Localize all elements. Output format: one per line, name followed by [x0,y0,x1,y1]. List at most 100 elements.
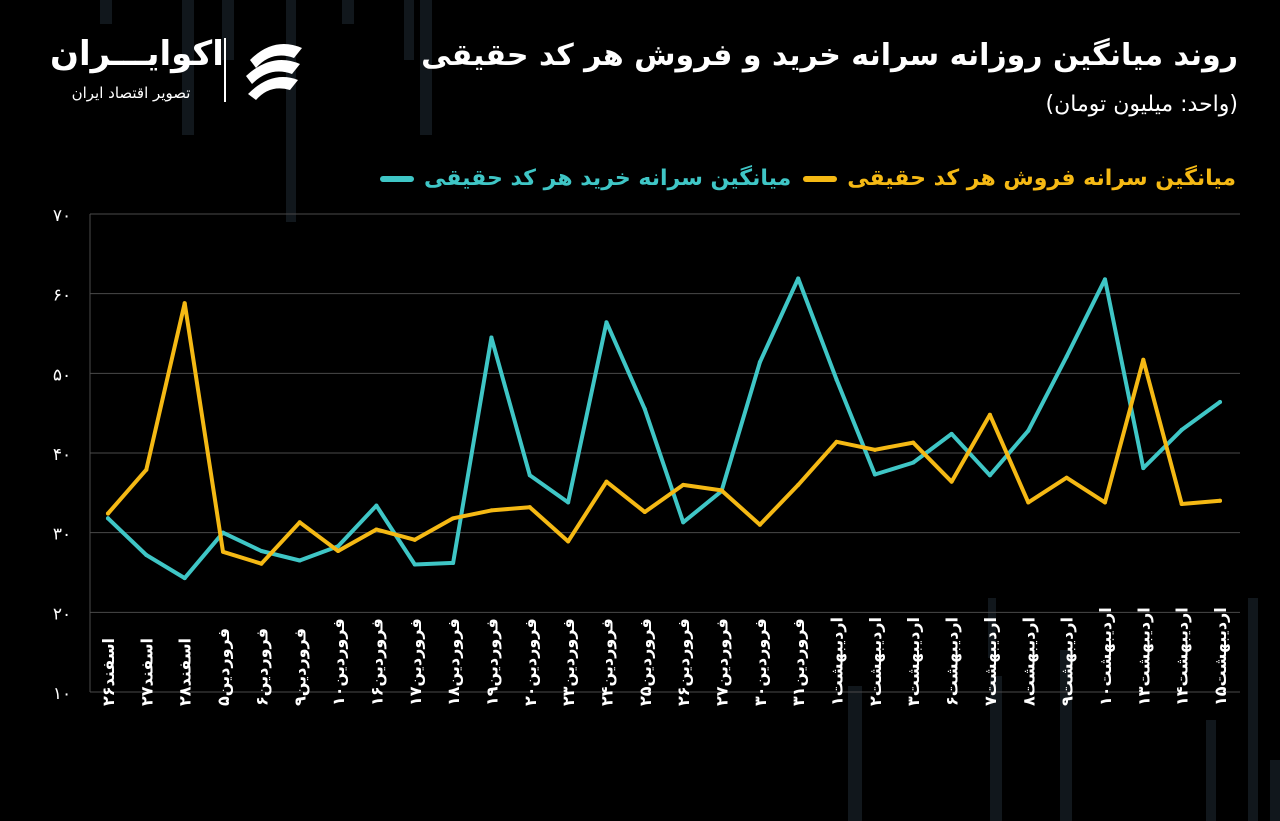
chart-subtitle: (واحد: میلیون تومان) [1045,92,1238,117]
decorative-bar [988,598,996,658]
data-point-sell [374,527,379,532]
x-tick-label: فروردین۵ [214,628,233,706]
decorative-bar [420,0,432,135]
x-tick-label: فروردین۱۸ [444,618,463,706]
chart-legend: میانگین سرانه خرید هر کد حقیقی میانگین س… [380,166,1236,191]
data-point-sell [566,539,571,544]
data-point-buy [642,407,647,412]
data-point-sell [451,516,456,521]
data-point-sell [872,447,877,452]
legend-swatch-buy [380,175,415,182]
data-point-sell [412,537,417,542]
x-tick-label: فروردین۲۵ [636,618,655,706]
x-tick-label: اردیبهشت۱۵ [1211,607,1230,706]
data-point-buy [489,335,494,340]
x-tick-label: فروردین۳۱ [789,618,808,706]
data-point-buy [1218,400,1222,405]
data-point-sell [259,561,264,566]
data-point-buy [872,472,877,477]
legend-item-sell: میانگین سرانه فروش هر کد حقیقی [803,166,1236,191]
x-tick-label: فروردین۳۰ [751,618,770,706]
x-tick-label: اردیبهشت۱۳ [1134,607,1153,706]
data-point-buy [527,473,532,478]
data-point-sell [987,412,992,417]
data-point-buy [911,460,916,465]
data-point-buy [949,431,954,436]
data-point-sell [949,479,954,484]
data-point-sell [297,520,302,525]
logo-divider [224,38,226,102]
data-point-sell [106,511,110,516]
y-tick-label: ۱۰ [53,684,71,704]
data-point-buy [1026,428,1031,433]
decorative-bar [990,676,1002,821]
data-point-buy [1141,466,1146,471]
data-point-sell [1218,498,1222,503]
data-point-buy [1064,354,1069,359]
data-point-buy [412,562,417,567]
data-point-buy [604,320,609,325]
x-tick-label: فروردین۱۷ [406,618,425,706]
logo: اکوایـــران تصویر اقتصاد ایران [50,30,310,110]
legend-item-buy: میانگین سرانه خرید هر کد حقیقی [380,166,791,191]
data-point-buy [796,276,801,281]
data-point-sell [221,549,226,554]
x-tick-label: فروردین۱۶ [367,618,386,706]
x-tick-label: فروردین۲۴ [597,618,616,706]
y-tick-label: ۳۰ [53,525,71,545]
data-point-sell [642,509,647,514]
data-point-sell [336,548,341,553]
x-tick-label: اسفند۲۸ [176,638,195,706]
x-tick-label: اسفند۲۶ [99,638,118,706]
decorative-bar [286,0,296,222]
decorative-bar [1206,720,1216,821]
y-tick-label: ۲۰ [53,604,71,624]
decorative-bar [1270,760,1280,821]
x-tick-label: فروردین۱۰ [329,618,348,706]
data-point-buy [106,516,110,521]
data-point-buy [297,558,302,563]
y-tick-label: ۷۰ [53,206,71,226]
data-point-sell [182,301,187,306]
data-point-buy [1102,277,1107,282]
data-point-sell [1026,500,1031,505]
logo-name: اکوایـــران [50,34,224,74]
x-tick-label: اسفند۲۷ [137,638,156,706]
legend-label-buy: میانگین سرانه خرید هر کد حقیقی [424,166,792,191]
x-tick-label: فروردین۲۶ [674,618,693,706]
y-tick-label: ۵۰ [53,365,71,385]
data-point-buy [259,548,264,553]
data-point-sell [1102,500,1107,505]
data-point-sell [796,482,801,487]
data-point-sell [144,467,149,472]
x-tick-label: اردیبهشت۳ [904,617,923,706]
x-tick-label: اردیبهشت۷ [981,617,1000,706]
decorative-bar [404,0,414,60]
data-point-buy [566,500,571,505]
legend-swatch-sell [803,175,838,182]
decorative-bar [342,0,354,24]
data-point-sell [681,482,686,487]
data-point-buy [451,560,456,565]
y-tick-label: ۴۰ [53,445,71,465]
x-tick-label: اردیبهشت۱۴ [1173,607,1192,706]
chart-title: روند میانگین روزانه سرانه خرید و فروش هر… [421,38,1238,73]
data-point-buy [834,377,839,382]
x-tick-label: فروردین۱۹ [482,618,501,706]
data-point-sell [719,488,724,493]
data-point-sell [757,522,762,527]
data-point-buy [336,544,341,549]
x-tick-label: اردیبهشت۱۰ [1096,607,1115,706]
data-point-buy [144,552,149,557]
data-point-buy [374,503,379,508]
data-point-sell [489,508,494,513]
data-point-buy [987,473,992,478]
decorative-bar [100,0,112,24]
x-tick-label: فروردین۹ [291,628,310,706]
data-point-sell [1141,357,1146,362]
data-point-buy [681,520,686,525]
series-line-sell [106,301,1222,566]
logo-tagline: تصویر اقتصاد ایران [71,84,191,102]
data-point-sell [604,479,609,484]
